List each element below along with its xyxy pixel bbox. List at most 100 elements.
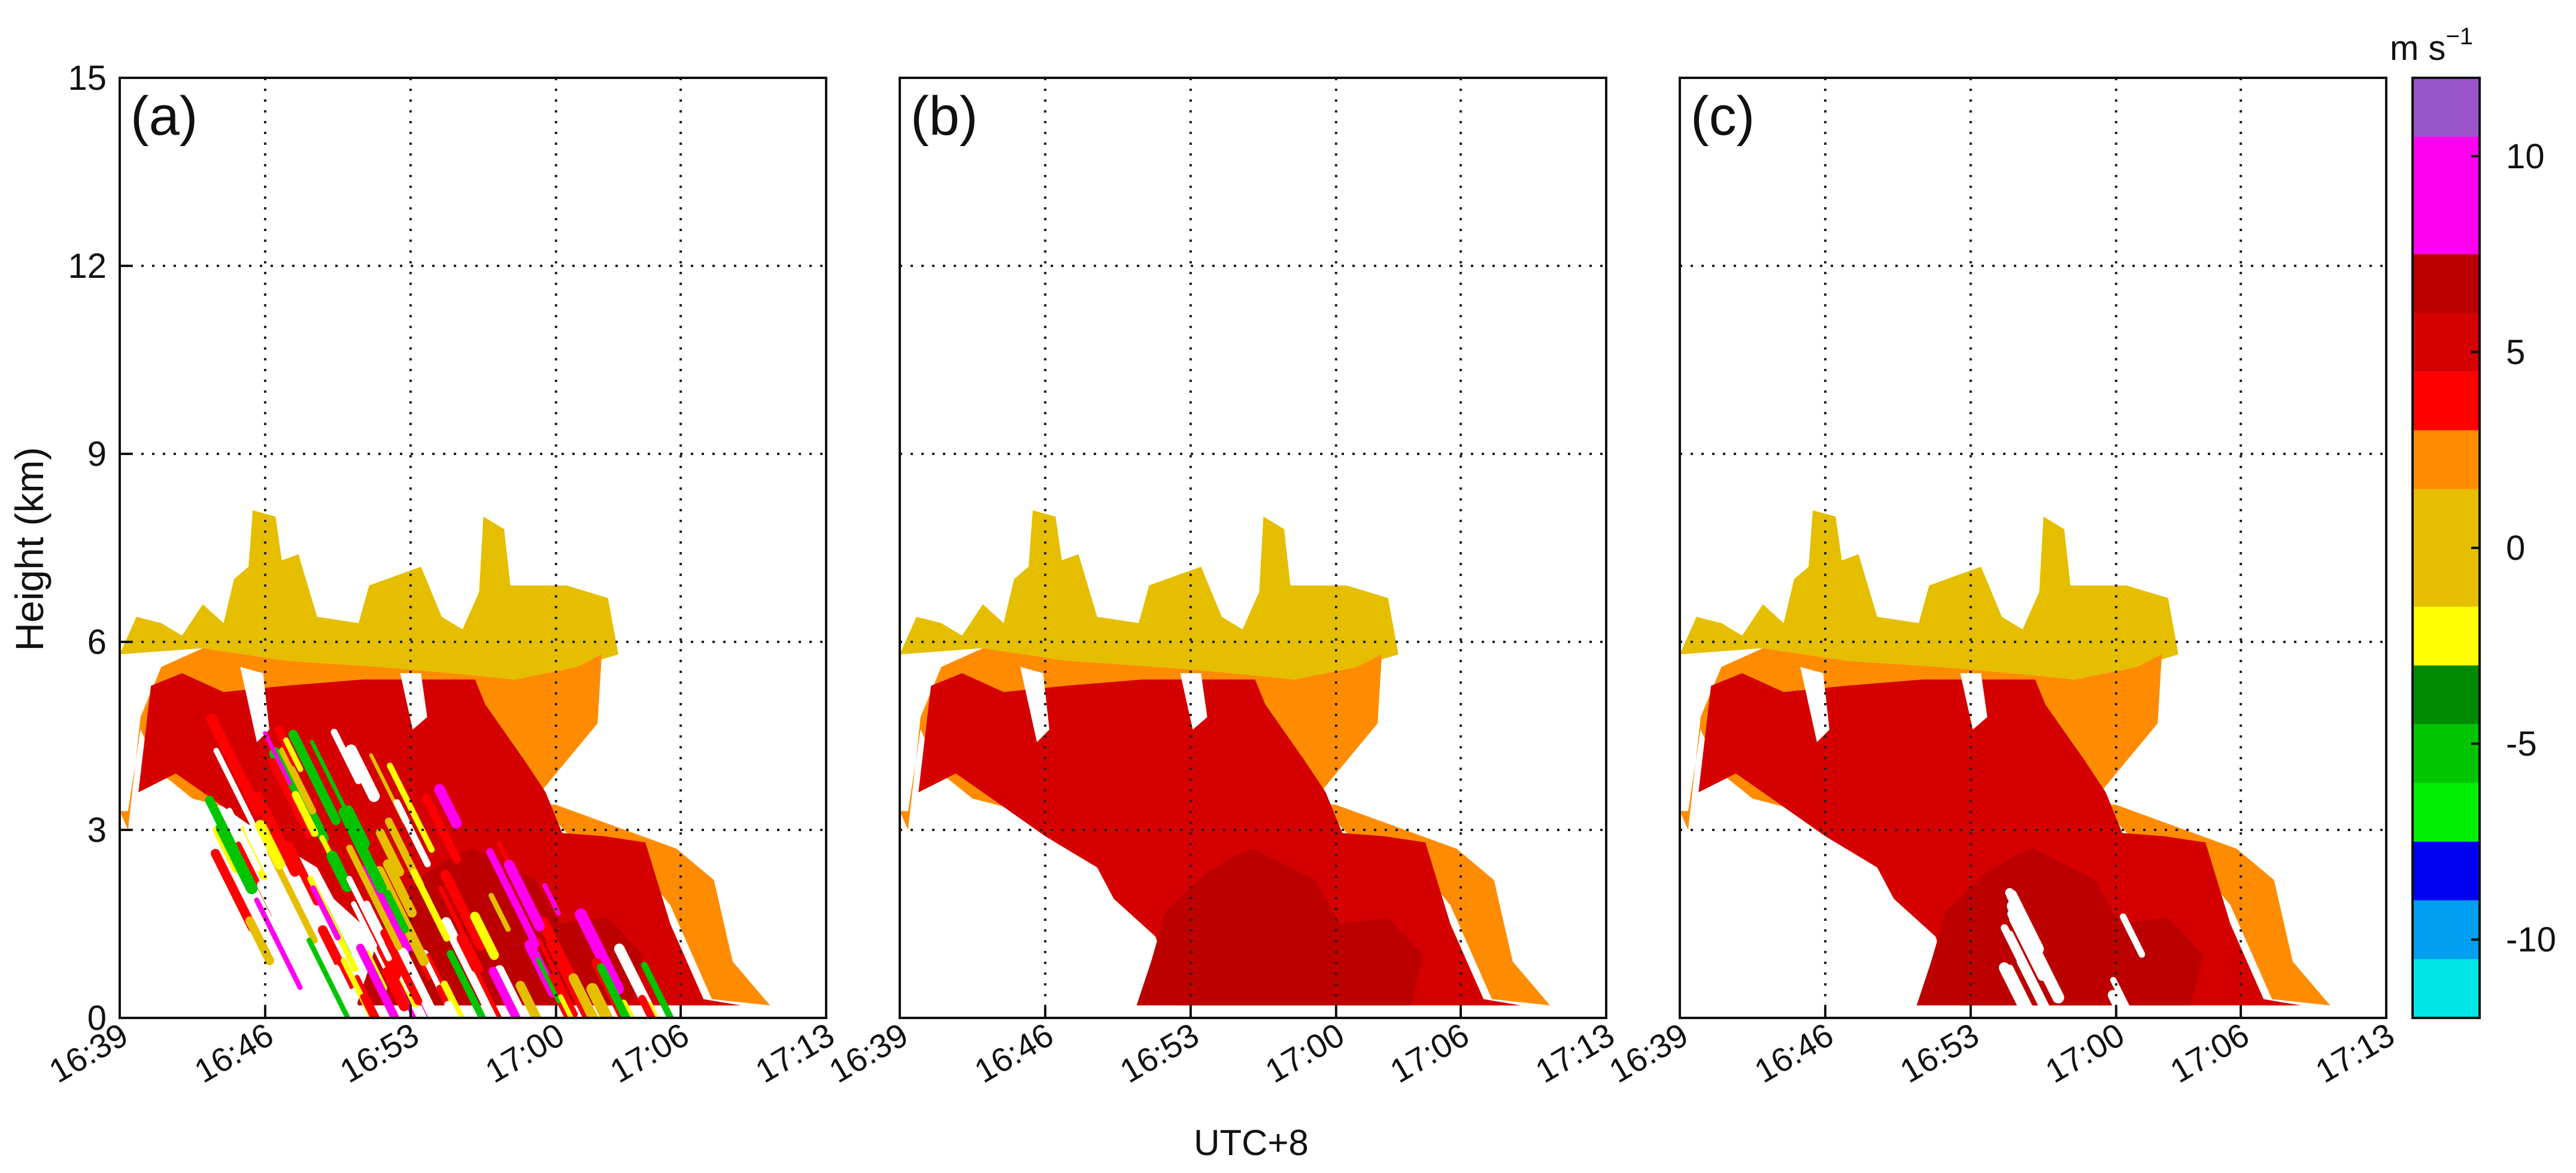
velocity-streak (380, 929, 423, 1005)
x-tick-label: 17:00 (2039, 1016, 2131, 1090)
x-tick-label: 16:46 (968, 1016, 1060, 1090)
velocity-streak (638, 995, 656, 1018)
echo-region-1 (1680, 510, 2178, 680)
velocity-streak (387, 762, 435, 853)
velocity-streak (356, 944, 400, 1018)
velocity-streak (463, 948, 502, 1018)
x-tick-label: 17:00 (1259, 1016, 1351, 1090)
velocity-streak (2005, 888, 2038, 944)
velocity-streak (305, 976, 335, 1018)
echo-region-4 (1136, 848, 1424, 1006)
velocity-streak (489, 893, 511, 932)
x-axis-label: UTC+8 (1194, 1123, 1309, 1163)
velocity-streak (441, 917, 499, 1018)
colorbar-segment (2413, 254, 2480, 313)
colorbar-tick-label: 5 (2506, 333, 2525, 372)
velocity-streak (515, 981, 542, 1018)
velocity-streak (318, 925, 355, 990)
velocity-streak (257, 880, 312, 980)
echo-region-1 (120, 510, 618, 680)
panel-label: (c) (1691, 86, 1755, 147)
velocity-streak (283, 737, 304, 772)
x-tick-label: 16:39 (1603, 1016, 1694, 1090)
y-tick-label: 3 (87, 811, 107, 850)
colorbar-tick-label: 10 (2506, 137, 2545, 176)
echo-gap (1020, 666, 1049, 742)
colorbar-segment (2413, 430, 2480, 489)
colorbar-segment (2413, 137, 2480, 254)
colorbar-segment (2413, 313, 2480, 372)
plot-frame (1679, 77, 2387, 1019)
echo-gap (1180, 673, 1207, 730)
velocity-streak (2007, 908, 2032, 948)
velocity-streak (537, 937, 578, 1017)
x-tick-label: 17:13 (749, 1016, 841, 1090)
velocity-streak (211, 848, 257, 932)
velocity-streak (310, 885, 341, 941)
velocity-streak (227, 807, 262, 871)
velocity-streak (375, 828, 405, 877)
echo-gap (400, 673, 427, 730)
y-tick-label: 0 (87, 999, 107, 1038)
colorbar-segment (2413, 489, 2480, 607)
velocity-streak (2006, 930, 2056, 1018)
colorbar-segment (2413, 783, 2480, 842)
velocity-streak (575, 908, 624, 995)
velocity-streak (410, 868, 450, 942)
echo-gap (1960, 673, 1988, 730)
panel-label: (b) (911, 86, 978, 147)
y-tick-label: 15 (68, 59, 107, 98)
velocity-streak (213, 747, 269, 853)
velocity-streak (205, 795, 240, 857)
velocity-streak (354, 975, 380, 1018)
colorbar-segment (2413, 841, 2480, 901)
plot-frame (119, 77, 827, 1019)
colorbar-unit: m s−1 (2390, 23, 2473, 68)
velocity-streak (346, 844, 402, 951)
y-tick-label: 9 (87, 435, 107, 474)
velocity-streak (393, 799, 431, 868)
velocity-streak (244, 825, 284, 894)
velocity-streak (383, 859, 417, 918)
velocity-streak (586, 983, 614, 1018)
x-tick-label: 16:39 (823, 1016, 914, 1090)
x-tick-label: 17:13 (1529, 1016, 1621, 1090)
echo-region-1 (900, 510, 1398, 680)
velocity-streak (447, 950, 487, 1018)
panel-3: 16:39 16:46 16:53 17:00 17:06 17:13 (c) (1603, 77, 2401, 1090)
velocity-streak (422, 793, 462, 864)
velocity-field (900, 510, 1551, 1006)
echo-gap (1800, 666, 1829, 742)
velocity-streak (292, 791, 318, 837)
velocity-streak (641, 962, 675, 1018)
y-tick-label: 6 (87, 623, 107, 662)
colorbar-segment (2413, 371, 2480, 431)
colorbar-segment (2413, 607, 2480, 666)
colorbar-segment (2413, 959, 2480, 1018)
colorbar-segment (2413, 78, 2480, 137)
velocity-streak (279, 747, 316, 815)
velocity-streak (326, 850, 353, 892)
velocity-streak (345, 744, 380, 802)
velocity-streak (254, 898, 303, 990)
plot-frame (899, 77, 1607, 1019)
velocity-streak (245, 916, 274, 965)
x-tick-label: 16:53 (333, 1016, 425, 1090)
velocity-streak (486, 848, 540, 948)
velocity-streak (620, 999, 635, 1018)
velocity-streak (330, 729, 362, 784)
colorbar-unit-exponent: −1 (2445, 23, 2473, 50)
velocity-streak (2110, 977, 2136, 1018)
colorbar: 10 5 0 -5 -10 m s−1 (2390, 23, 2556, 1019)
velocity-streak (441, 980, 465, 1018)
velocity-streak (434, 784, 462, 829)
x-tick-label: 16:53 (1894, 1016, 1985, 1090)
velocity-streak (2120, 913, 2146, 958)
velocity-streak (382, 966, 409, 1011)
velocity-streak (470, 911, 499, 960)
y-axis-label: Height (km) (7, 447, 51, 651)
velocity-field (1680, 510, 2331, 1018)
panel-label: (a) (131, 86, 198, 147)
colorbar-tick-label: 0 (2506, 529, 2525, 568)
